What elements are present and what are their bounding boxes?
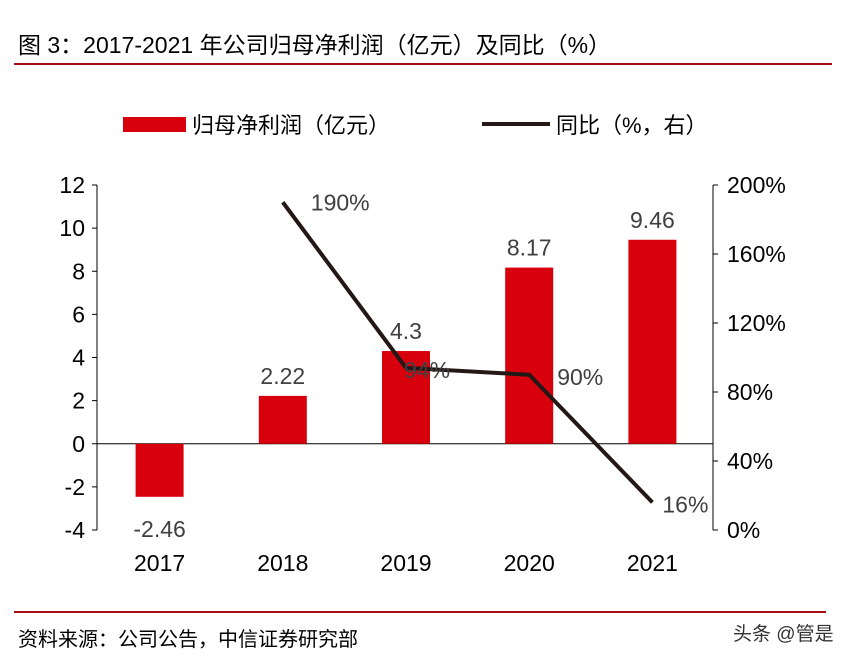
left-tick-label: -2 [65,474,85,500]
yoy-line [283,202,653,502]
left-tick-label: 6 [72,301,85,327]
legend-bar-label: 归母净利润（亿元） [192,113,390,138]
chart-title: 图 3：2017-2021 年公司归母净利润（亿元）及同比（%） [18,32,611,58]
line-data-label: 190% [311,189,370,215]
left-tick-label: 10 [59,215,85,241]
legend-bar-swatch [123,117,186,132]
source-note: 资料来源：公司公告，中信证券研究部 [18,628,358,651]
bar-2017 [136,444,184,497]
right-tick-label: 200% [727,172,786,198]
legend-line-label: 同比（%，右） [556,113,708,138]
watermark: 头条 @管是 [733,623,834,645]
bar-data-label: 2.22 [260,363,305,389]
left-tick-label: 2 [72,388,85,414]
left-tick-label: 0 [72,431,85,457]
bar-2018 [259,396,307,444]
bar-2020 [505,268,553,444]
line-data-label: 90% [557,364,603,390]
right-tick-label: 0% [727,517,760,543]
left-tick-label: -4 [65,517,86,543]
right-tick-label: 40% [727,448,773,474]
x-tick-label: 2017 [134,550,185,576]
right-tick-label: 160% [727,241,786,267]
x-tick-label: 2019 [380,550,431,576]
bar-data-label: 8.17 [507,235,552,261]
legend: 归母净利润（亿元） 同比（%，右） [123,113,708,138]
line-data-label: 94% [404,357,450,383]
bar-2021 [628,240,676,444]
left-tick-label: 8 [72,258,85,284]
right-tick-label: 120% [727,310,786,336]
bar-data-label: -2.46 [133,516,185,542]
x-tick-label: 2020 [504,550,555,576]
left-tick-label: 12 [59,172,85,198]
left-tick-label: 4 [72,345,85,371]
x-tick-label: 2018 [257,550,308,576]
bar-data-label: 4.3 [390,318,422,344]
right-tick-label: 80% [727,379,773,405]
line-data-label: 16% [662,491,708,517]
bar-data-label: 9.46 [630,207,675,233]
x-tick-label: 2021 [627,550,678,576]
